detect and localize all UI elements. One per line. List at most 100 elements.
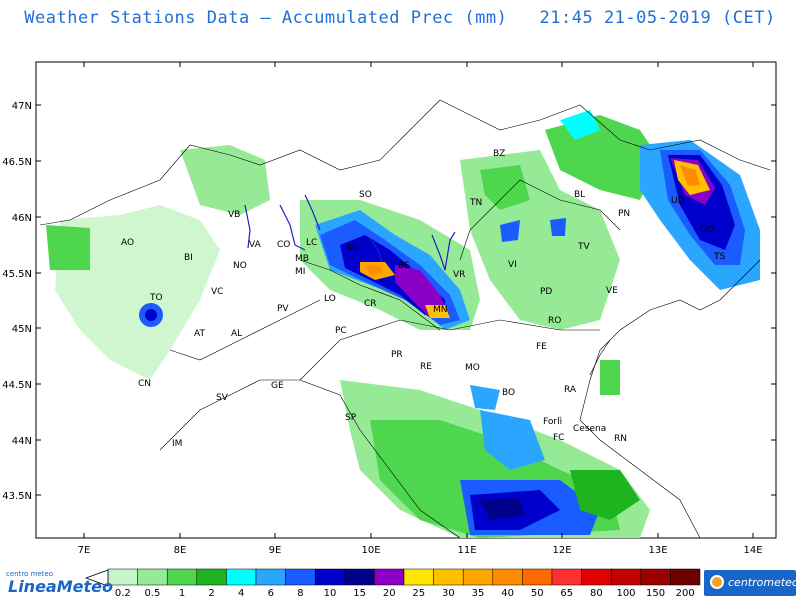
lat-label: 45N [12, 324, 32, 335]
city-label: MI [295, 267, 305, 277]
legend-value-label: 150 [646, 588, 665, 599]
legend-swatch [551, 568, 582, 586]
city-label: CN [138, 379, 151, 389]
logo-sub: centro meteo [6, 570, 54, 578]
lat-label: 46.5N [2, 157, 32, 168]
legend-colorbar: 0.2 0.5 1 2 4 6 8 10 15 20 25 30 35 40 50 65 80 100 150 200 [107, 568, 701, 599]
city-label: VI [508, 260, 517, 270]
lon-labels: 7E 8E 9E 10E 11E 12E 13E 14E [78, 545, 763, 556]
city-label: PD [540, 287, 552, 297]
legend-value-label: 1 [179, 588, 185, 599]
city-label: RO [548, 316, 561, 326]
legend-swatch [610, 568, 642, 586]
city-label: Forlì [543, 417, 562, 427]
lat-label: 44.5N [2, 380, 32, 391]
logo-main: LineaMeteo [8, 577, 113, 596]
city-label: GO [700, 225, 714, 235]
city-label: BZ [493, 149, 505, 159]
legend-value-label: 0.5 [144, 588, 160, 599]
lon-label: 8E [174, 545, 187, 556]
legend-swatch [166, 568, 198, 586]
city-label: BI [184, 253, 193, 263]
legend-value-label: 80 [590, 588, 603, 599]
city-label: BO [502, 388, 515, 398]
city-label: PR [391, 350, 403, 360]
legend-swatch [403, 568, 434, 586]
city-label: RE [420, 362, 432, 372]
lat-labels: 47N 46.5N 46N 45.5N 45N 44.5N 44N 43.5N [2, 101, 32, 502]
city-label: SO [359, 190, 372, 200]
city-label: RA [564, 385, 577, 395]
centrometeo-logo: centrometeo [704, 570, 799, 596]
city-label: VE [606, 286, 618, 296]
city-label: FE [536, 342, 547, 352]
city-label: BL [574, 190, 585, 200]
legend-swatch [344, 568, 375, 586]
lat-label: 46N [12, 213, 32, 224]
city-label: GE [271, 381, 284, 391]
lakes [244, 194, 456, 271]
legend-value-label: 10 [324, 588, 337, 599]
legend-swatch [522, 568, 553, 586]
legend-value-label: 100 [616, 588, 635, 599]
lon-label: 9E [269, 545, 282, 556]
legend-value-label: 30 [442, 588, 455, 599]
lat-label: 45.5N [2, 269, 32, 280]
lon-label: 11E [457, 545, 476, 556]
lon-label: 7E [78, 545, 91, 556]
legend-value-label: 40 [501, 588, 514, 599]
lon-label: 14E [743, 545, 762, 556]
lineameteo-logo: centro meteo LineaMeteo [4, 568, 113, 598]
city-label: LO [324, 294, 336, 304]
city-label: TN [469, 198, 482, 208]
logo-text: centrometeo [728, 576, 799, 589]
borders [39, 99, 771, 539]
legend-swatch [462, 568, 494, 586]
legend-value-label: 35 [472, 588, 485, 599]
city-label: AT [194, 329, 205, 339]
lat-label: 47N [12, 101, 32, 112]
legend-swatch [433, 568, 464, 586]
city-label: SV [216, 393, 229, 403]
city-label: Cesena [573, 424, 606, 434]
city-label: VR [453, 270, 465, 280]
lat-label: 44N [12, 436, 32, 447]
city-label: RN [614, 434, 627, 444]
legend-swatch [374, 568, 405, 586]
city-label: UD [671, 196, 685, 206]
city-label: VB [228, 210, 240, 220]
legend-swatch [492, 568, 523, 586]
legend-swatch [314, 568, 346, 586]
legend-value-label: 6 [268, 588, 274, 599]
lat-label: 43.5N [2, 491, 32, 502]
legend-value-label: 4 [238, 588, 244, 599]
legend-swatch [581, 568, 612, 586]
legend-value-label: 0.2 [115, 588, 131, 599]
legend-value-label: 50 [531, 588, 544, 599]
city-label: PC [335, 326, 347, 336]
city-label: MN [433, 305, 448, 315]
city-label: CO [277, 240, 290, 250]
city-label: CR [364, 299, 377, 309]
map-title: Weather Stations Data — Accumulated Prec… [24, 8, 776, 28]
city-label: NO [233, 261, 247, 271]
lon-label: 12E [552, 545, 571, 556]
city-label: PV [277, 304, 289, 314]
city-label: BS [398, 261, 410, 271]
city-label: AO [121, 238, 134, 248]
legend-swatch [640, 568, 671, 586]
logo-dot-icon [710, 575, 724, 589]
lon-label: 10E [361, 545, 380, 556]
lon-label: 13E [648, 545, 667, 556]
city-label: MB [295, 254, 309, 264]
legend-value-label: 20 [383, 588, 396, 599]
city-label: SP [345, 413, 357, 423]
legend-swatch [285, 568, 316, 586]
legend-swatch [196, 568, 227, 586]
legend-left-arrow [84, 569, 109, 587]
lat-ticks [36, 104, 776, 496]
lon-ticks [83, 62, 754, 538]
legend-value-label: 25 [412, 588, 425, 599]
city-label: VC [211, 287, 223, 297]
